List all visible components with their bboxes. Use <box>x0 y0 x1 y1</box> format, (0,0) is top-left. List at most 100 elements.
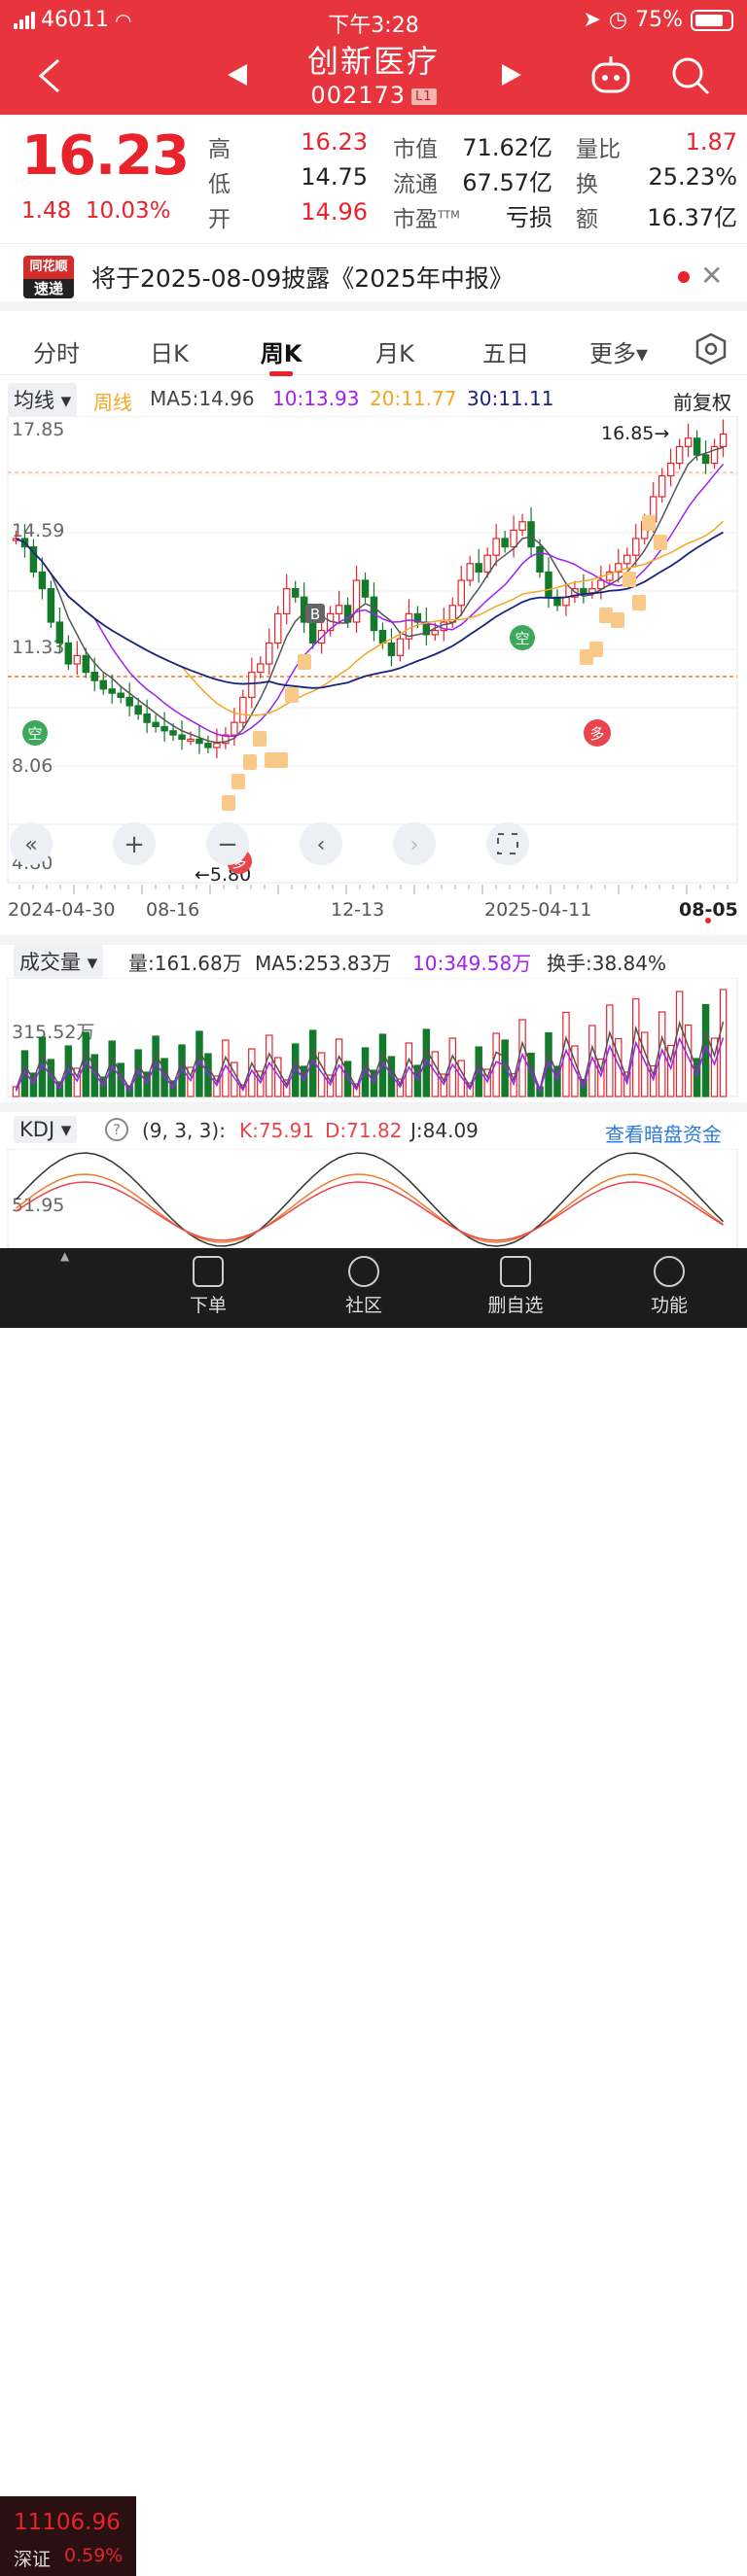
nav-functions-label: 功能 <box>650 1295 688 1316</box>
signal-icon <box>14 11 35 29</box>
amount-label: 额 <box>576 207 598 232</box>
search-icon[interactable] <box>669 54 712 97</box>
tab-five-day[interactable]: 五日 <box>482 340 529 367</box>
menu-icon <box>654 1256 685 1287</box>
notice-banner[interactable]: 同花顺 速递 将于2025-08-09披露《2025年中报》 ✕ <box>0 243 747 311</box>
ths-express-logo: 同花顺 速递 <box>23 256 74 298</box>
zoom-in-icon[interactable] <box>113 822 156 865</box>
nav-remove-label: 删自选 <box>487 1295 544 1316</box>
volume-ma5-line <box>15 1020 725 1093</box>
turnover-label: 换 <box>576 172 598 197</box>
zoom-out-icon[interactable] <box>206 822 249 865</box>
scroll-left-fast-icon[interactable] <box>10 822 53 865</box>
kdj-legend: KDJ ▾ ? (9, 3, 3): K:75.91 D:71.82 J:84.… <box>0 1116 747 1147</box>
scroll-left-icon[interactable] <box>300 822 342 865</box>
nav-remove-watchlist[interactable]: 删自选 <box>457 1256 574 1317</box>
tab-intraday[interactable]: 分时 <box>33 340 80 367</box>
unread-dot <box>678 271 690 283</box>
volume-bars <box>12 989 728 1097</box>
battery-icon <box>691 9 733 31</box>
robot-assistant-icon[interactable] <box>587 52 634 99</box>
scroll-right-icon[interactable] <box>393 822 436 865</box>
high-value: 16.23 <box>301 128 368 156</box>
stock-code: 002173 L1 <box>0 82 747 109</box>
kdj-chart[interactable]: 51.95 <box>0 1149 747 1248</box>
help-icon[interactable]: ? <box>105 1118 128 1141</box>
dark-pool-link[interactable]: 查看暗盘资金 <box>605 1123 722 1146</box>
tab-monthly-k[interactable]: 月K <box>375 340 414 367</box>
stock-code-text: 002173 <box>310 82 407 109</box>
chart-settings-icon[interactable] <box>694 332 728 366</box>
active-tab-indicator <box>269 371 293 376</box>
kdj-k: K:75.91 <box>239 1119 315 1142</box>
float-value: 67.57亿 <box>462 169 552 196</box>
volume-ratio-label: 量比 <box>576 137 621 162</box>
ma-lines-group <box>16 446 725 744</box>
open-label: 开 <box>208 207 231 232</box>
change-value: 1.48 <box>21 198 72 224</box>
kdj-k-line <box>16 1173 724 1243</box>
tab-daily-k[interactable]: 日K <box>150 340 189 367</box>
order-icon <box>193 1256 224 1287</box>
period-tabs: 分时 日K 周K 月K 五日 更多▾ <box>0 321 747 376</box>
status-bar: 46011 ◠ 下午3:28 ➤ ◷ 75% <box>0 0 747 38</box>
app-header: 46011 ◠ 下午3:28 ➤ ◷ 75% 创新医疗 002173 L1 <box>0 0 747 115</box>
kdj-d-line <box>16 1181 724 1241</box>
nav-order-label: 下单 <box>189 1295 227 1316</box>
tab-more[interactable]: 更多▾ <box>588 340 649 367</box>
prev-stock-icon[interactable] <box>226 62 251 87</box>
tab-weekly-k[interactable]: 周K <box>260 340 302 367</box>
divider <box>0 935 747 945</box>
collapse-up-icon[interactable]: ▲ <box>60 1249 70 1263</box>
y-label-1: 17.85 <box>12 419 64 440</box>
logo-bottom-text: 速递 <box>23 279 74 298</box>
svg-text:‹: ‹ <box>317 833 326 857</box>
ma10-value: 10:13.93 <box>272 387 360 410</box>
location-icon: ➤ <box>583 8 601 32</box>
volume-ma10-line <box>15 1036 725 1094</box>
index-pct: 0.59% <box>64 2545 124 2566</box>
divider-2 <box>0 1102 747 1112</box>
kdj-j-line <box>15 1152 725 1247</box>
close-icon[interactable]: ✕ <box>700 260 724 292</box>
index-value: 11106.96 <box>14 2510 121 2535</box>
adjust-toggle[interactable]: 前复权 <box>673 391 731 414</box>
volume-indicator-dropdown[interactable]: 成交量 ▾ <box>14 945 104 978</box>
clock: 下午3:28 <box>328 14 419 38</box>
nav-functions[interactable]: 功能 <box>611 1256 728 1317</box>
alarm-icon: ◷ <box>608 8 628 32</box>
nav-community-label: 社区 <box>344 1295 382 1316</box>
mcap-label: 市值 <box>393 137 438 162</box>
buy-marker: B <box>310 606 320 623</box>
pe-value: 亏损 <box>506 204 552 231</box>
high-label: 高 <box>208 137 231 162</box>
high-marker: 16.85→ <box>601 423 669 444</box>
bottom-nav: 11106.96 深证 0.59% ▲ 下单 社区 删自选 功能 <box>0 1248 747 2576</box>
ma-legend: 均线 ▾ 周线 MA5:14.96 10:13.93 20:11.77 30:1… <box>0 383 747 416</box>
short-marker-1: 空 <box>27 725 42 743</box>
volume-chart[interactable]: 315.52万 <box>0 978 747 1098</box>
x-label-4: 2025-04-11 <box>484 899 591 921</box>
y-label-3: 11.33 <box>12 637 64 658</box>
kdj-y-label: 51.95 <box>12 1195 64 1216</box>
x-label-3: 12-13 <box>331 899 384 921</box>
logo-top-text: 同花顺 <box>29 260 68 274</box>
svg-text:›: › <box>410 833 419 857</box>
next-stock-icon[interactable] <box>498 62 523 87</box>
kline-chart[interactable]: 17.85 14.59 11.33 8.06 4.80 16.85→ ←5.80… <box>0 416 747 931</box>
pe-label: 市盈TTM <box>393 200 460 233</box>
turnover-value: 25.23% <box>648 163 737 191</box>
index-ticker[interactable]: 11106.96 深证 0.59% <box>0 2496 136 2576</box>
back-icon[interactable] <box>35 56 64 95</box>
nav-community[interactable]: 社区 <box>305 1256 422 1317</box>
amount-value: 16.37亿 <box>647 204 737 231</box>
short-marker-2: 空 <box>515 630 529 647</box>
svg-text:+: + <box>124 830 145 859</box>
price-change: 1.48 10.03% <box>21 198 171 224</box>
nav-order[interactable]: 下单 <box>150 1256 267 1317</box>
y-label-4: 8.06 <box>12 755 53 777</box>
kdj-indicator-dropdown[interactable]: KDJ ▾ <box>14 1116 78 1143</box>
battery-percent: 75% <box>635 8 683 32</box>
fullscreen-icon[interactable] <box>486 822 529 865</box>
indicator-dropdown[interactable]: 均线 ▾ <box>8 383 78 416</box>
